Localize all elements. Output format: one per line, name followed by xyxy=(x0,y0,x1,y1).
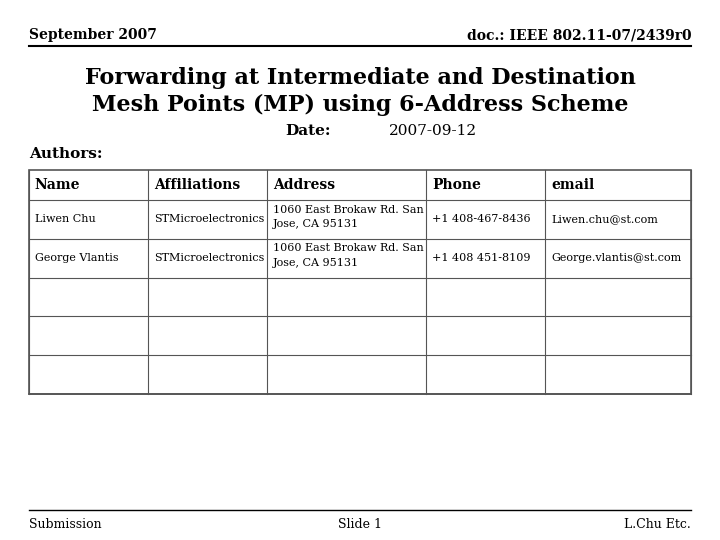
Text: Liwen.chu@st.com: Liwen.chu@st.com xyxy=(552,214,658,224)
Text: Date:: Date: xyxy=(286,124,331,138)
Text: Submission: Submission xyxy=(29,518,102,531)
Text: Name: Name xyxy=(35,178,80,192)
Text: Jose, CA 95131: Jose, CA 95131 xyxy=(273,219,359,229)
Bar xyxy=(29,170,691,394)
Text: George Vlantis: George Vlantis xyxy=(35,253,118,263)
Text: Slide 1: Slide 1 xyxy=(338,518,382,531)
Text: Authors:: Authors: xyxy=(29,147,102,161)
Text: 1060 East Brokaw Rd. San: 1060 East Brokaw Rd. San xyxy=(273,244,424,253)
Text: STMicroelectronics: STMicroelectronics xyxy=(154,253,264,263)
Text: +1 408 451-8109: +1 408 451-8109 xyxy=(432,253,531,263)
Text: Phone: Phone xyxy=(432,178,481,192)
Text: Forwarding at Intermediate and Destination: Forwarding at Intermediate and Destinati… xyxy=(84,68,636,89)
Text: Mesh Points (MP) using 6-Address Scheme: Mesh Points (MP) using 6-Address Scheme xyxy=(91,94,629,116)
Text: Address: Address xyxy=(273,178,335,192)
Text: Jose, CA 95131: Jose, CA 95131 xyxy=(273,258,359,268)
Text: Liwen Chu: Liwen Chu xyxy=(35,214,95,224)
Text: George.vlantis@st.com: George.vlantis@st.com xyxy=(552,253,682,263)
Text: L.Chu Etc.: L.Chu Etc. xyxy=(624,518,691,531)
Text: Affiliations: Affiliations xyxy=(154,178,240,192)
Text: +1 408-467-8436: +1 408-467-8436 xyxy=(432,214,531,224)
Text: email: email xyxy=(552,178,595,192)
Text: 1060 East Brokaw Rd. San: 1060 East Brokaw Rd. San xyxy=(273,205,424,214)
Text: September 2007: September 2007 xyxy=(29,28,157,42)
Text: 2007-09-12: 2007-09-12 xyxy=(389,124,477,138)
Text: STMicroelectronics: STMicroelectronics xyxy=(154,214,264,224)
Text: doc.: IEEE 802.11-07/2439r0: doc.: IEEE 802.11-07/2439r0 xyxy=(467,28,691,42)
